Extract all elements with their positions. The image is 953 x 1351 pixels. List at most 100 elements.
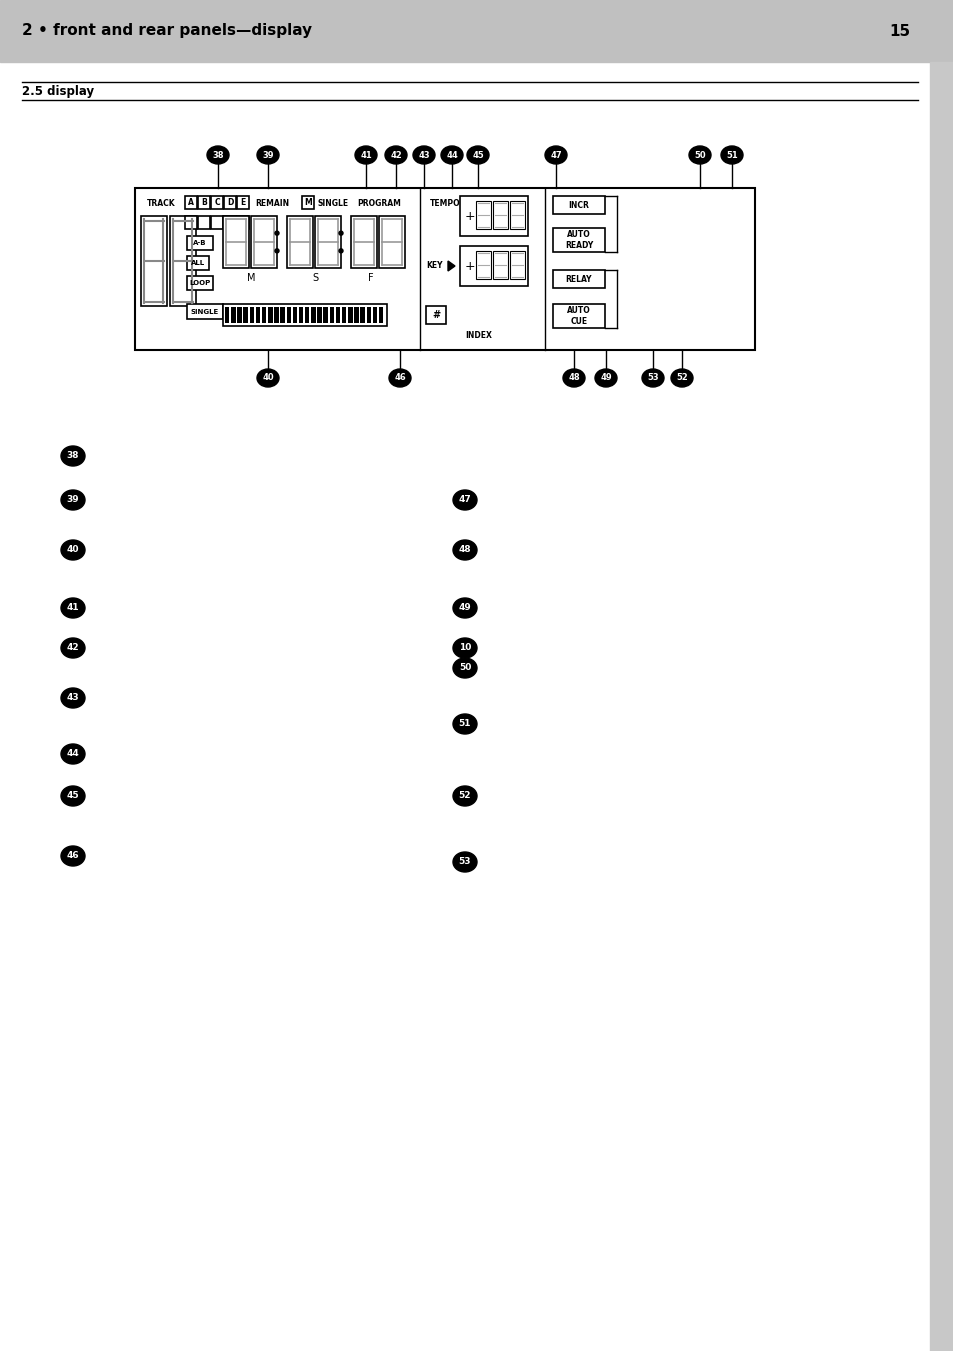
Text: 41: 41 [359, 150, 372, 159]
Ellipse shape [256, 369, 278, 386]
Ellipse shape [453, 638, 476, 658]
Bar [185, 216, 196, 230]
Text: 41: 41 [67, 604, 79, 612]
Ellipse shape [670, 369, 692, 386]
Ellipse shape [389, 369, 411, 386]
Ellipse shape [256, 146, 278, 163]
Bar [351, 216, 376, 267]
Bar [224, 196, 235, 209]
Bar [553, 304, 604, 328]
Text: #: # [432, 309, 439, 320]
Bar [287, 216, 313, 267]
Text: F: F [368, 273, 374, 282]
Bar [185, 196, 196, 209]
Bar [305, 307, 309, 323]
Bar [929, 62, 953, 1351]
Text: M: M [304, 199, 312, 207]
Text: 46: 46 [67, 851, 79, 861]
Ellipse shape [413, 146, 435, 163]
Bar [286, 307, 291, 323]
Bar [426, 305, 446, 324]
Bar [553, 196, 604, 213]
Text: 47: 47 [550, 150, 561, 159]
Text: 46: 46 [394, 373, 405, 382]
Bar [223, 304, 387, 326]
Text: 52: 52 [458, 792, 471, 801]
Text: 40: 40 [67, 546, 79, 554]
Bar [323, 307, 328, 323]
Ellipse shape [595, 369, 617, 386]
Bar [330, 307, 334, 323]
Text: A: A [188, 199, 193, 207]
Bar [255, 307, 260, 323]
Bar [250, 307, 253, 323]
Ellipse shape [61, 490, 85, 509]
Bar [268, 307, 273, 323]
Ellipse shape [61, 446, 85, 466]
Ellipse shape [453, 540, 476, 561]
Bar [211, 216, 223, 230]
Ellipse shape [544, 146, 566, 163]
Bar [251, 216, 276, 267]
Text: 53: 53 [646, 373, 659, 382]
Circle shape [338, 249, 343, 253]
Text: 50: 50 [458, 663, 471, 673]
Bar [187, 236, 213, 250]
Bar [141, 216, 167, 305]
Text: 48: 48 [568, 373, 579, 382]
Text: 42: 42 [67, 643, 79, 653]
Text: A-B: A-B [193, 240, 207, 246]
Ellipse shape [453, 786, 476, 807]
Bar [335, 307, 340, 323]
Bar [373, 307, 376, 323]
Bar [314, 216, 340, 267]
Text: ALL: ALL [191, 259, 205, 266]
Ellipse shape [562, 369, 584, 386]
Bar [360, 307, 364, 323]
Bar [493, 201, 507, 230]
Text: REMAIN: REMAIN [254, 199, 289, 208]
Bar [317, 307, 321, 323]
Bar [553, 270, 604, 288]
Bar [223, 216, 249, 267]
Text: 49: 49 [458, 604, 471, 612]
Bar [262, 307, 266, 323]
Text: PROGRAM: PROGRAM [356, 199, 400, 208]
Ellipse shape [61, 638, 85, 658]
Ellipse shape [453, 490, 476, 509]
Ellipse shape [453, 658, 476, 678]
Bar [198, 196, 210, 209]
Ellipse shape [385, 146, 407, 163]
Ellipse shape [641, 369, 663, 386]
Ellipse shape [61, 540, 85, 561]
Bar [280, 307, 285, 323]
Ellipse shape [720, 146, 742, 163]
Bar [378, 307, 383, 323]
Text: 2.5 display: 2.5 display [22, 85, 94, 97]
Bar [476, 251, 491, 280]
Text: 43: 43 [67, 693, 79, 703]
Text: 42: 42 [390, 150, 401, 159]
Ellipse shape [453, 598, 476, 617]
Bar [341, 307, 346, 323]
Ellipse shape [61, 598, 85, 617]
Circle shape [274, 231, 278, 235]
Text: E: E [240, 199, 245, 207]
Text: INCR: INCR [568, 200, 589, 209]
Bar [225, 307, 229, 323]
Text: 38: 38 [212, 150, 224, 159]
Text: SINGLE: SINGLE [317, 199, 349, 208]
Circle shape [338, 231, 343, 235]
Text: 44: 44 [67, 750, 79, 758]
Ellipse shape [355, 146, 376, 163]
Ellipse shape [61, 744, 85, 765]
Text: TRACK: TRACK [147, 199, 175, 208]
Bar [224, 216, 235, 230]
Bar [0, 0, 953, 62]
Bar [187, 255, 209, 270]
Text: INDEX: INDEX [465, 331, 492, 340]
Text: AUTO
READY: AUTO READY [564, 230, 593, 250]
Text: M: M [247, 273, 255, 282]
Bar [231, 307, 235, 323]
Text: S: S [312, 273, 317, 282]
